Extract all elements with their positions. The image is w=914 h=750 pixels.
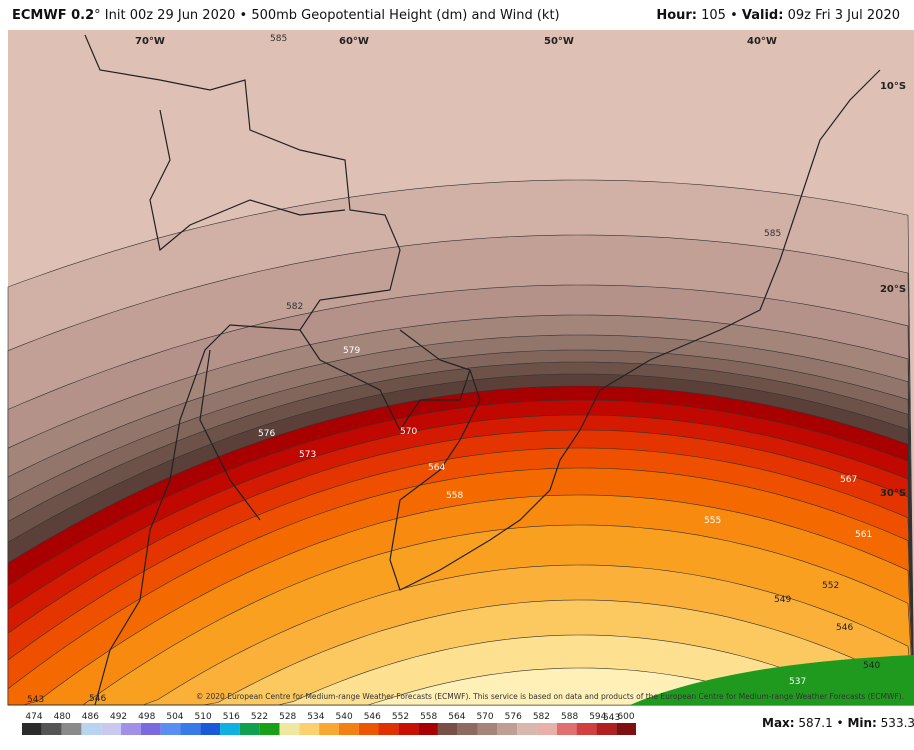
colorbar-label: 540 [336, 712, 353, 722]
colorbar-swatch [497, 723, 518, 735]
contour-label: 537 [789, 677, 806, 687]
colorbar-swatch [180, 723, 201, 735]
colorbar-swatch [220, 723, 240, 735]
contour-label: 576 [258, 429, 275, 439]
contour-label: 585 [764, 229, 781, 239]
colorbar-swatch [517, 723, 537, 735]
colorbar-swatch [378, 723, 399, 735]
colorbar-label: 474 [25, 712, 42, 722]
latitude-label: 30°S [880, 488, 906, 499]
min-label: Min: [847, 716, 876, 730]
colorbar-swatch [437, 723, 458, 735]
colorbar-swatch [160, 723, 181, 735]
hour: 105 • [697, 8, 742, 23]
colorbar-swatch [140, 723, 161, 735]
model: ECMWF 0.2 [12, 8, 95, 23]
colorbar-label: 552 [392, 712, 409, 722]
colorbar-swatch [338, 723, 359, 735]
header-left: ECMWF 0.2° Init 00z 29 Jun 2020 • 500mb … [12, 8, 560, 23]
colorbar-swatch [81, 723, 102, 735]
colorbar-swatch [279, 723, 300, 735]
contour-label: 585 [270, 34, 287, 44]
colorbar-label: 534 [307, 712, 324, 722]
max: 587.1 • [795, 716, 848, 730]
colorbar-label: 504 [166, 712, 183, 722]
colorbar-label: 600 [617, 712, 634, 722]
valid-label: Valid: [741, 8, 784, 23]
colorbar-swatch [41, 723, 62, 735]
colorbar-swatch [457, 723, 478, 735]
colorbar-label: 594 [589, 712, 606, 722]
colorbar-label: 510 [195, 712, 212, 722]
latitude-label: 10°S [880, 81, 906, 92]
colorbar-label: 492 [110, 712, 127, 722]
green-area [630, 655, 914, 705]
colorbar-swatch [477, 723, 498, 735]
contour-label: 582 [286, 302, 303, 312]
contour-label: 570 [400, 427, 417, 437]
max-label: Max: [762, 716, 795, 730]
colorbar-swatch [299, 723, 320, 735]
title: ° Init 00z 29 Jun 2020 • 500mb Geopotent… [94, 8, 560, 23]
colorbar-label: 498 [138, 712, 155, 722]
colorbar-swatch [22, 723, 42, 735]
longitude-label: 60°W [339, 36, 369, 47]
colorbar-swatch [398, 723, 419, 735]
contour-label: 561 [855, 530, 872, 540]
max-min: Max: 587.1 • Min: 533.3 [762, 716, 914, 730]
colorbar-label: 486 [82, 712, 99, 722]
colorbar-swatch [576, 723, 597, 735]
latitude-label: 20°S [880, 284, 906, 295]
contour-label: 540 [863, 661, 880, 671]
hour-label: Hour: [656, 8, 697, 23]
colorbar-swatch [259, 723, 280, 735]
colorbar-label: 522 [251, 712, 268, 722]
longitude-label: 40°W [747, 36, 777, 47]
colorbar-swatch [61, 723, 82, 735]
contour-label: 579 [343, 346, 360, 356]
colorbar-swatch [319, 723, 339, 735]
colorbar-label: 528 [279, 712, 296, 722]
header-right: Hour: 105 • Valid: 09z Fri 3 Jul 2020 [656, 8, 900, 23]
colorbar-label: 576 [505, 712, 522, 722]
contour-label: 564 [428, 463, 445, 473]
colorbar-label: 564 [448, 712, 465, 722]
longitude-label: 50°W [544, 36, 574, 47]
colorbar-swatch [358, 723, 379, 735]
colorbar-swatch [616, 723, 636, 735]
colorbar-label: 546 [364, 712, 381, 722]
colorbar-swatch [556, 723, 577, 735]
contour-label: 546 [836, 623, 853, 633]
contour-label: 546 [89, 694, 106, 704]
colorbar-swatch [239, 723, 260, 735]
contour-label: 549 [774, 595, 791, 605]
colorbar-swatch [596, 723, 617, 735]
colorbar-swatch [121, 723, 141, 735]
colorbar-label: 588 [561, 712, 578, 722]
contour-label: 543 [27, 695, 44, 705]
longitude-label: 70°W [135, 36, 165, 47]
colorbar-label: 582 [533, 712, 550, 722]
min: 533.3 [877, 716, 914, 730]
colorbar-swatch [101, 723, 122, 735]
colorbar-swatch [536, 723, 557, 735]
contour-label: 573 [299, 450, 316, 460]
borders [84, 34, 881, 706]
colorbar-label: 516 [223, 712, 240, 722]
credit: © 2020 European Centre for Medium-range … [196, 692, 904, 701]
colorbar-swatch [200, 723, 221, 735]
contour-label: 543 [603, 713, 620, 723]
colorbar-label: 570 [476, 712, 493, 722]
colorbar-label: 480 [54, 712, 71, 722]
contour-label: 555 [704, 516, 721, 526]
valid: 09z Fri 3 Jul 2020 [783, 8, 900, 23]
contour-label: 552 [822, 581, 839, 591]
colorbar-label: 558 [420, 712, 437, 722]
contour-label: 558 [446, 491, 463, 501]
colorbar-swatch [418, 723, 438, 735]
contour-label: 567 [840, 475, 857, 485]
